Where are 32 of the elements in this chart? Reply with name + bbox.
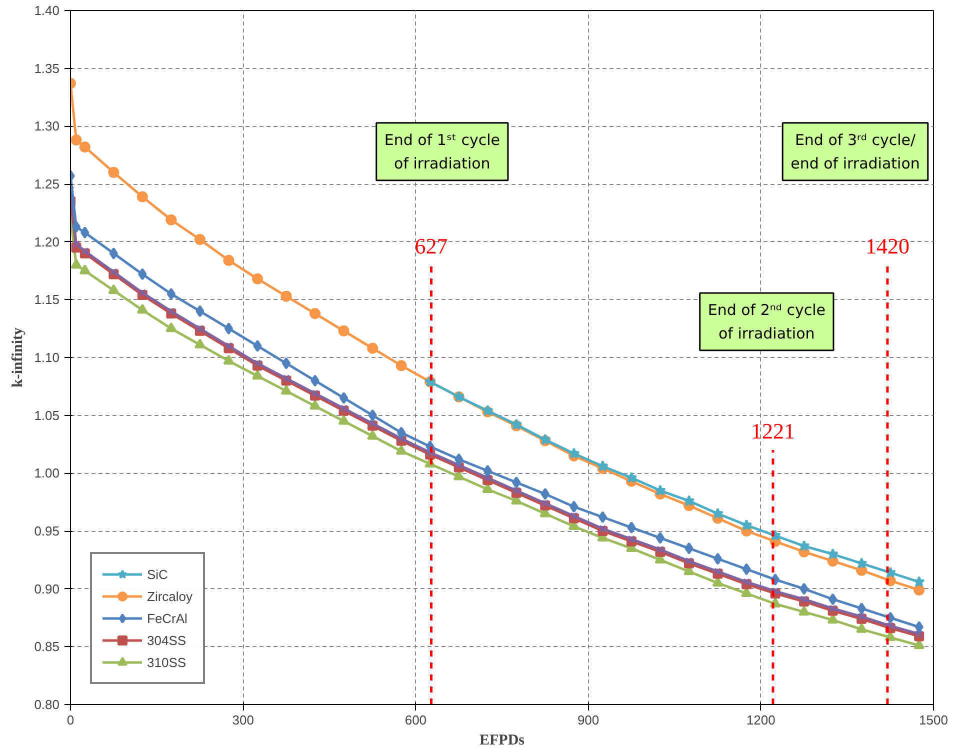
y-tick-label: 1.25 bbox=[34, 176, 60, 192]
annotation: End of 1ˢᵗ cycle of irradiation bbox=[384, 130, 500, 172]
x-tick-label: 900 bbox=[577, 712, 600, 728]
legend-label: 304SS bbox=[147, 632, 186, 648]
y-tick-label: 0.95 bbox=[34, 524, 60, 538]
x-tick-label: 300 bbox=[232, 712, 254, 728]
annotation: End of 2ⁿᵈ cycle of irradiation bbox=[708, 300, 826, 342]
ref-line-label: 1420 bbox=[865, 233, 910, 258]
x-tick-label: 1200 bbox=[746, 712, 776, 728]
y-tick-label: 1.15 bbox=[34, 292, 60, 308]
x-tick-label: 1500 bbox=[919, 712, 948, 728]
y-tick-label: 1.30 bbox=[34, 118, 60, 134]
annotation: End of 3ʳᵈ cycle/ end of irradiation bbox=[790, 130, 920, 172]
x-tick-label: 0 bbox=[66, 712, 74, 728]
x-tick-label: 600 bbox=[404, 712, 427, 728]
y-axis-title: k-infinity bbox=[10, 326, 26, 388]
ref-line-label: 627 bbox=[414, 233, 448, 258]
y-tick-label: 1.35 bbox=[34, 60, 60, 76]
y-tick-label: 1.00 bbox=[34, 466, 60, 481]
y-tick-label: 0.90 bbox=[34, 581, 60, 596]
legend-label: SiC bbox=[147, 566, 168, 582]
y-tick-label: 0.80 bbox=[34, 697, 60, 712]
legend-label: 310SS bbox=[147, 654, 186, 670]
y-tick-label: 1.40 bbox=[34, 3, 60, 18]
y-tick-label: 0.85 bbox=[34, 639, 60, 654]
legend-label: FeCrAl bbox=[147, 610, 188, 626]
y-tick-label: 1.05 bbox=[34, 408, 60, 423]
ref-line-label: 1221 bbox=[750, 418, 795, 444]
y-tick-label: 1.10 bbox=[34, 350, 60, 365]
y-tick-label: 1.20 bbox=[34, 234, 60, 250]
legend-label: Zircaloy bbox=[147, 588, 193, 604]
x-axis-title: EFPDs bbox=[480, 732, 525, 748]
